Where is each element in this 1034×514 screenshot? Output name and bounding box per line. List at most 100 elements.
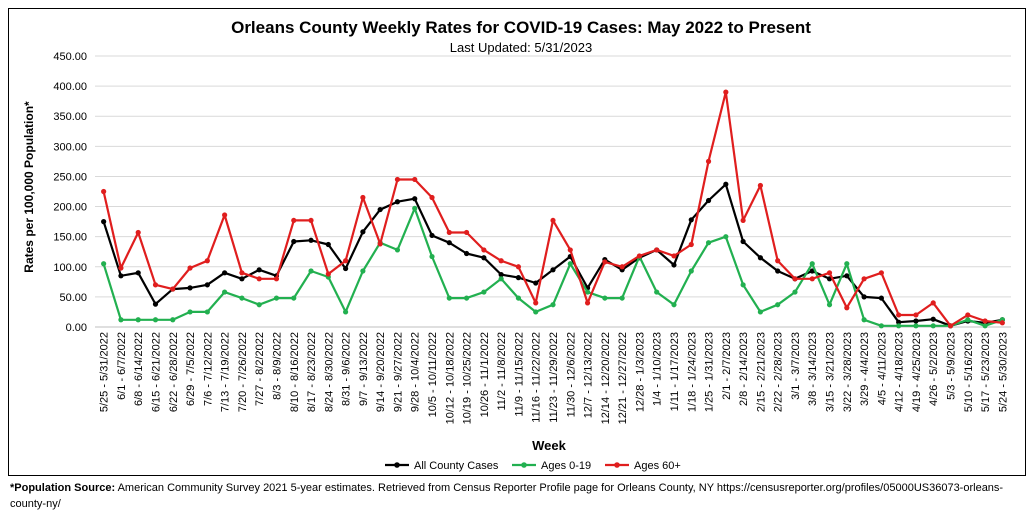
data-point-all-county-cases [256, 267, 262, 273]
data-point-ages-0-19 [429, 253, 435, 260]
data-point-ages-0-19 [187, 309, 193, 315]
x-tick-label: 10/19 - 10/25/2022 [462, 332, 474, 424]
data-point-ages-60 [705, 158, 712, 164]
y-tick-label: 50.00 [59, 292, 87, 304]
data-point-all-county-cases [204, 282, 210, 288]
data-point-all-county-cases [896, 319, 902, 325]
data-point-ages-60 [118, 265, 124, 271]
data-point-all-county-cases [688, 217, 694, 223]
data-point-ages-60 [463, 229, 470, 236]
data-point-ages-60 [239, 270, 245, 276]
y-tick-label: 450.00 [53, 51, 87, 63]
data-point-ages-60 [584, 300, 591, 306]
data-point-ages-0-19 [463, 295, 470, 301]
data-point-ages-0-19 [775, 302, 781, 308]
data-point-ages-0-19 [222, 289, 228, 295]
data-point-all-county-cases [481, 255, 487, 261]
data-point-all-county-cases [118, 273, 124, 279]
data-point-ages-60 [187, 265, 193, 271]
data-point-ages-0-19 [118, 317, 124, 323]
data-point-all-county-cases [723, 181, 729, 187]
x-tick-label: 2/22 - 2/28/2023 [773, 332, 785, 412]
y-tick-label: 300.00 [53, 141, 87, 153]
x-tick-label: 8/10 - 8/16/2022 [289, 332, 301, 412]
x-tick-label: 7/13 - 7/19/2022 [220, 332, 232, 412]
data-point-ages-60 [861, 276, 867, 282]
x-tick-label: 6/29 - 7/5/2022 [185, 332, 197, 406]
data-point-ages-60 [999, 320, 1005, 326]
data-point-ages-60 [256, 276, 262, 282]
x-tick-label: 5/3 - 5/9/2023 [946, 332, 958, 400]
y-tick-label: 0.00 [66, 322, 87, 334]
data-point-all-county-cases [412, 196, 418, 202]
data-point-ages-0-19 [308, 268, 314, 274]
x-tick-label: 3/15 - 3/21/2023 [825, 332, 837, 412]
data-point-ages-60 [515, 264, 522, 270]
data-point-ages-0-19 [654, 289, 660, 295]
data-point-ages-0-19 [792, 289, 798, 295]
x-tick-label: 10/12 - 10/18/2022 [444, 332, 456, 424]
x-tick-label: 5/17 - 5/23/2023 [980, 332, 992, 412]
data-point-all-county-cases [308, 237, 314, 243]
y-tick-label: 200.00 [53, 202, 87, 214]
x-tick-label: 2/8 - 2/14/2023 [738, 332, 750, 406]
x-tick-label: 4/26 - 5/2/2023 [928, 332, 940, 406]
data-point-ages-60 [740, 217, 746, 224]
x-tick-label: 11/16 - 11/22/2022 [531, 332, 543, 423]
data-point-ages-60 [308, 217, 314, 224]
x-tick-label: 12/28 - 1/3/2023 [634, 332, 646, 412]
legend-label-all-county-cases: All County Cases [414, 460, 499, 472]
data-point-all-county-cases [913, 318, 919, 324]
data-point-ages-60 [291, 217, 297, 224]
data-point-ages-0-19 [412, 205, 418, 211]
data-point-all-county-cases [222, 270, 228, 276]
data-point-ages-60 [809, 276, 815, 282]
x-tick-label: 11/2 - 11/8/2022 [496, 332, 508, 411]
x-tick-label: 12/14 - 12/20/2022 [600, 332, 612, 424]
x-tick-label: 5/24 - 5/30/2023 [997, 332, 1009, 412]
series-line-ages-60 [102, 90, 1003, 327]
data-point-all-county-cases [757, 255, 763, 261]
data-point-ages-60 [688, 241, 694, 248]
data-point-all-county-cases [343, 265, 349, 272]
data-point-all-county-cases [705, 197, 712, 204]
x-tick-label: 2/1 - 2/7/2023 [721, 332, 733, 400]
x-tick-label: 11/23 - 11/29/2022 [548, 332, 560, 423]
x-axis-label: Week [532, 438, 566, 453]
data-point-ages-60 [360, 194, 366, 201]
data-point-ages-0-19 [273, 295, 280, 301]
data-point-ages-60 [654, 247, 660, 253]
x-tick-labels: 5/25 - 5/31/2022 6/1 - 6/7/2022 6/8 - 6/14… [99, 332, 1010, 424]
data-point-ages-0-19 [135, 317, 141, 323]
data-point-all-county-cases [394, 199, 401, 205]
data-point-ages-0-19 [826, 302, 833, 308]
chart-frame: Orleans County Weekly Rates for COVID-19… [8, 8, 1026, 476]
x-tick-label: 5/10 - 5/16/2023 [963, 332, 975, 412]
data-point-all-county-cases [740, 238, 746, 245]
y-tick-labels: 0.00 50.00 100.00 150.00 200.00 250.00 300.00 3… [53, 51, 87, 334]
x-tick-label: 4/12 - 4/18/2023 [894, 332, 906, 412]
x-tick-label: 5/25 - 5/31/2022 [99, 332, 111, 412]
x-tick-label: 2/15 - 2/21/2023 [755, 332, 767, 412]
data-point-ages-0-19 [965, 317, 971, 323]
x-tick-label: 8/17 - 8/23/2022 [306, 332, 318, 412]
x-tick-label: 1/4 - 1/10/2023 [652, 332, 664, 406]
data-point-ages-60 [222, 212, 228, 218]
data-point-ages-60 [170, 286, 176, 292]
source-note: *Population Source: American Community S… [10, 480, 1026, 512]
x-tick-label: 3/29 - 4/4/2023 [859, 332, 871, 406]
data-point-ages-0-19 [291, 295, 297, 301]
data-point-ages-60 [481, 247, 487, 253]
data-point-ages-60 [325, 271, 331, 277]
data-point-all-county-cases [844, 273, 850, 279]
x-tick-label: 10/26 - 11/1/2022 [479, 332, 491, 417]
x-tick-label: 4/5 - 4/11/2023 [876, 332, 888, 405]
data-point-ages-60 [982, 318, 988, 324]
data-point-ages-60 [412, 176, 418, 183]
data-point-ages-60 [636, 253, 643, 259]
data-point-ages-60 [826, 270, 833, 276]
data-point-ages-60 [343, 258, 349, 264]
x-tick-label: 1/18 - 1/24/2023 [686, 332, 698, 412]
x-tick-label: 4/19 - 4/25/2023 [911, 332, 923, 412]
data-point-ages-0-19 [723, 234, 729, 240]
